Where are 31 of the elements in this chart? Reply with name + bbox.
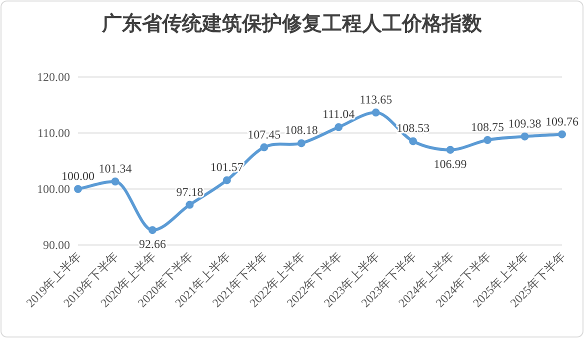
- point: [222, 176, 231, 184]
- data-label: 111.04: [322, 107, 355, 122]
- point: [186, 200, 194, 209]
- point: [297, 139, 306, 148]
- point: [372, 108, 380, 117]
- point: [111, 177, 120, 186]
- chart-title: 广东省传统建筑保护修复工程人工价格指数: [101, 12, 483, 35]
- data-label: 106.99: [434, 156, 467, 171]
- data-label: 108.18: [284, 123, 318, 138]
- y-tick-label: 120.00: [37, 70, 70, 84]
- point: [484, 136, 492, 144]
- point: [520, 132, 529, 140]
- data-label: 92.66: [138, 237, 166, 252]
- data-label: 113.65: [360, 92, 392, 107]
- point: [148, 226, 156, 234]
- data-label: 107.45: [248, 127, 281, 142]
- y-tick-label: 100.00: [37, 182, 70, 196]
- data-label: 109.76: [546, 114, 578, 128]
- point: [446, 146, 454, 154]
- data-label: 100.00: [62, 169, 94, 183]
- point: [409, 137, 418, 146]
- data-label: 109.38: [508, 116, 542, 130]
- y-tick-label: 90.00: [43, 238, 70, 252]
- data-label: 97.18: [176, 184, 204, 199]
- data-label: 108.75: [471, 120, 504, 134]
- y-tick-label: 110.00: [37, 126, 70, 140]
- point: [260, 143, 268, 152]
- data-label: 101.34: [98, 161, 132, 176]
- point: [74, 185, 82, 193]
- point: [334, 123, 343, 132]
- point: [558, 130, 566, 138]
